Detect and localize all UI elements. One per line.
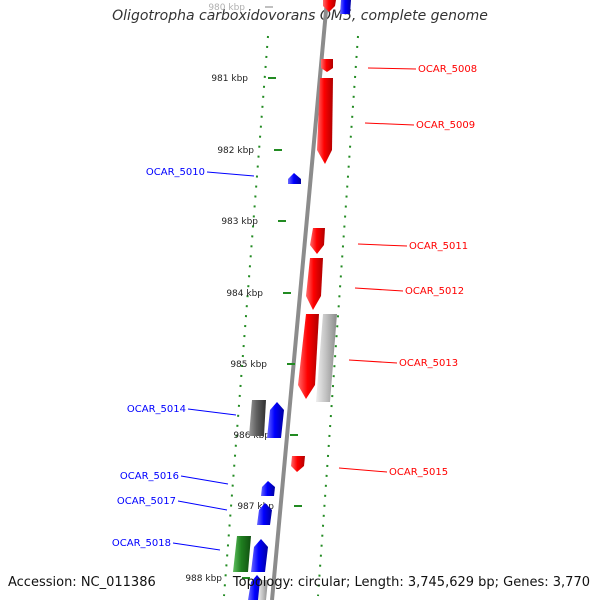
accession-text: Accession: NC_011386 — [8, 575, 156, 590]
gene-leader-line — [367, 67, 417, 70]
gene-ocar-5008[interactable] — [321, 59, 333, 72]
kbp-ticks: 980 kbp 981 kbp 982 kbp 983 kbp 984 kbp 985 k… — [185, 3, 302, 584]
gene-leader-line — [364, 122, 415, 126]
gene-ocar-5013[interactable] — [298, 314, 319, 399]
gene-leader-line — [172, 542, 221, 551]
gene-ocar-5012[interactable] — [306, 258, 323, 310]
feature-ocar-5013-other[interactable] — [316, 314, 337, 402]
outer-tick-track — [317, 35, 359, 597]
gene-ocar-5014[interactable] — [267, 402, 284, 438]
gene-leader-line — [177, 500, 228, 511]
tick-label: 983 kbp — [221, 217, 258, 227]
tick-label: 984 kbp — [226, 289, 263, 299]
gene-leader-line — [357, 243, 408, 247]
gene-label-ocar-5008[interactable]: OCAR_5008 — [418, 64, 477, 75]
tick-label: 980 kbp — [208, 3, 245, 13]
feature-partial-bottom-other[interactable] — [258, 580, 268, 600]
gene-label-ocar-5015[interactable]: OCAR_5015 — [389, 467, 448, 478]
gene-labels: OCAR_5008 OCAR_5009 OCAR_5010 OCAR_5011 OCAR… — [112, 64, 477, 551]
gene-leader-line — [180, 475, 229, 485]
tick-label: 987 kbp — [237, 502, 274, 512]
tick-label: 981 kbp — [211, 74, 248, 84]
gene-label-ocar-5017[interactable]: OCAR_5017 — [117, 496, 176, 507]
gene-ocar-5015[interactable] — [291, 456, 305, 472]
gene-leader-line — [187, 408, 237, 416]
genome-backbone — [270, 0, 329, 600]
gene-ocar-5011[interactable] — [310, 228, 325, 254]
gene-leader-line — [354, 287, 404, 292]
topology-text: Topology: circular; Length: 3,745,629 bp… — [232, 575, 590, 590]
gene-leader-line — [348, 359, 398, 364]
tick-label: 982 kbp — [217, 146, 254, 156]
gene-partial-top-blue[interactable] — [340, 0, 351, 14]
gene-ocar-5016[interactable] — [261, 481, 275, 496]
feature-ocar-5018-rna[interactable] — [233, 536, 251, 572]
gene-ocar-5018[interactable] — [251, 539, 268, 572]
gene-label-ocar-5013[interactable]: OCAR_5013 — [399, 358, 458, 369]
gene-leader-line — [338, 467, 388, 473]
gene-label-ocar-5010[interactable]: OCAR_5010 — [146, 167, 205, 178]
gene-ocar-5010[interactable] — [288, 173, 301, 184]
inner-tick-track — [223, 35, 269, 597]
gene-label-ocar-5009[interactable]: OCAR_5009 — [416, 120, 475, 131]
gene-ocar-5017[interactable] — [257, 503, 272, 525]
gene-label-ocar-5012[interactable]: OCAR_5012 — [405, 286, 464, 297]
gene-ocar-5009[interactable] — [317, 78, 333, 164]
gene-label-ocar-5014[interactable]: OCAR_5014 — [127, 404, 186, 415]
tick-label: 988 kbp — [185, 574, 222, 584]
gene-label-ocar-5011[interactable]: OCAR_5011 — [409, 241, 468, 252]
genome-title: Oligotropha carboxidovorans OM5, complet… — [112, 8, 488, 24]
gene-partial-top-red[interactable] — [323, 0, 336, 12]
feature-ocar-5014-pseudo[interactable] — [249, 400, 266, 436]
tick-label: 985 kbp — [230, 360, 267, 370]
gene-label-ocar-5016[interactable]: OCAR_5016 — [120, 471, 179, 482]
gene-leader-line — [206, 171, 255, 177]
gene-label-ocar-5018[interactable]: OCAR_5018 — [112, 538, 171, 549]
